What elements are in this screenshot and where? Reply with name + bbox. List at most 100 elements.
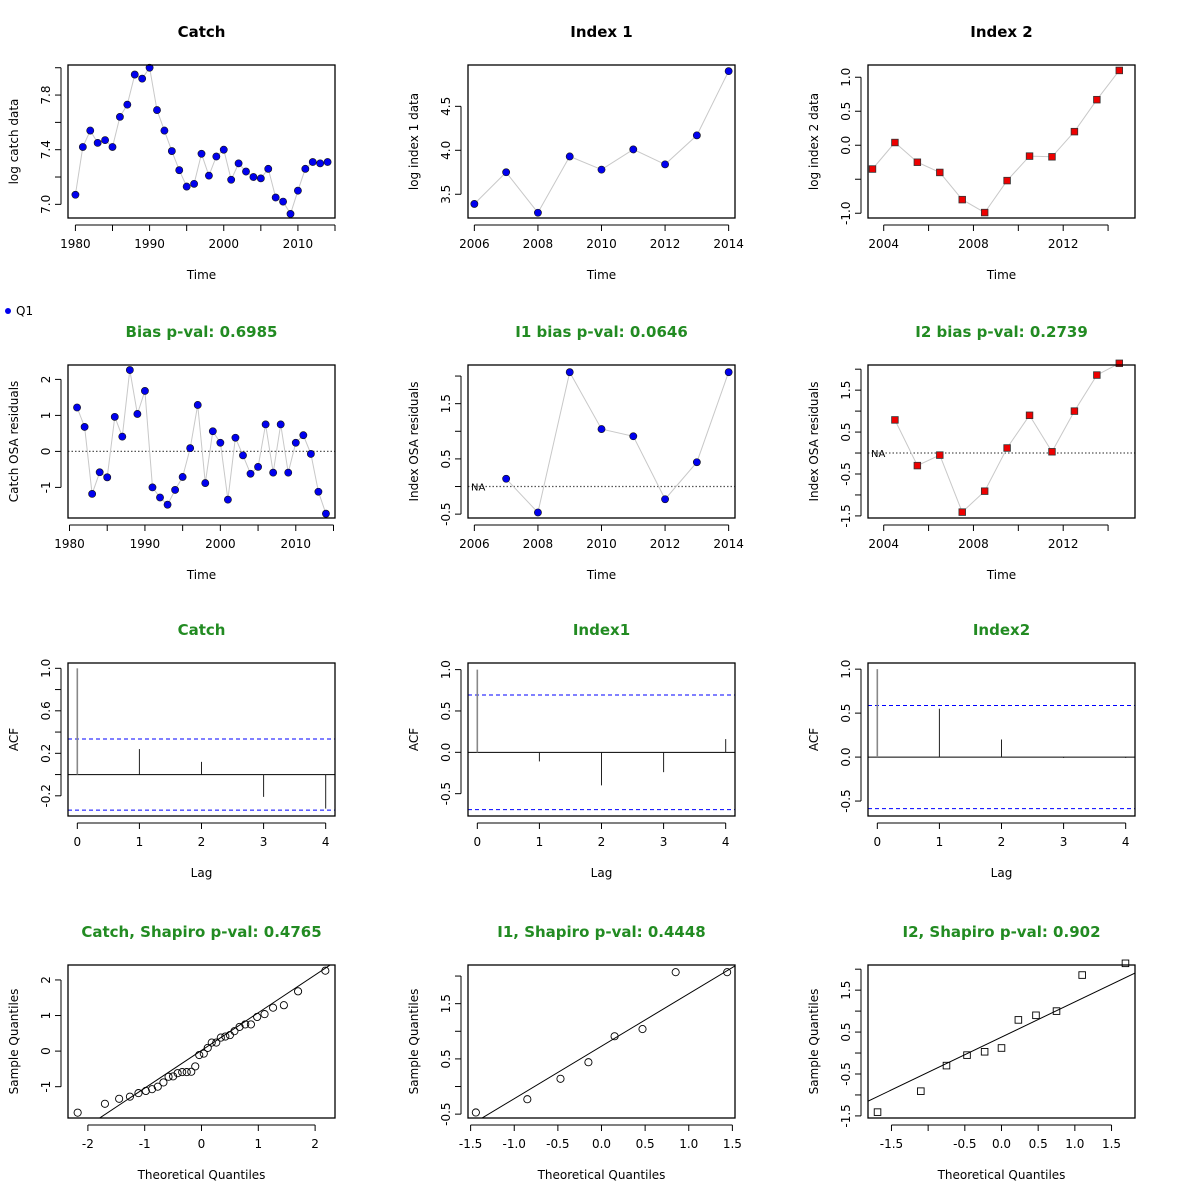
panel-title: Catch	[178, 621, 226, 639]
y-tick-label: -0.5	[839, 462, 853, 485]
qq-reference-line	[481, 965, 735, 1118]
x-axis-label: Lag	[991, 866, 1013, 880]
plot-frame	[67, 364, 336, 519]
x-tick-label: 2	[198, 835, 206, 849]
qq-point	[246, 1020, 255, 1029]
qq-point	[997, 1044, 1006, 1052]
qq-point	[203, 1043, 212, 1052]
data-point	[913, 158, 922, 166]
panel-title: I1, Shapiro p-val: 0.4448	[497, 923, 705, 941]
y-axis: -1.5 -0.5 0.5 1.5 Index OSA residuals	[807, 368, 862, 528]
data-point	[1115, 359, 1123, 368]
panel-catch-qq: Catch, Shapiro p-val: 0.4765 -2 -1 0 1 2 Theor…	[7, 923, 336, 1182]
data-point	[1003, 444, 1011, 452]
data-point	[980, 487, 989, 495]
series-line	[894, 365, 1118, 513]
x-tick-label: 3	[1060, 835, 1068, 849]
y-tick-label: 0.0	[839, 748, 853, 767]
y-tick-label: -1.0	[839, 202, 853, 225]
x-tick-label: 1980	[54, 537, 85, 551]
qq-point	[1121, 959, 1130, 968]
data-point	[264, 164, 273, 173]
y-tick-label: 1.5	[839, 381, 853, 400]
panel-catch-data: Catch 1980 1990 2000 2010 Time 7.0 7.4 7.8 log ca…	[7, 23, 336, 282]
plot-frame	[467, 964, 736, 1119]
x-axis: 0 1 2 3 4 Lag	[73, 822, 330, 880]
x-tick-label: 1.0	[1065, 1137, 1084, 1151]
data-point	[178, 473, 187, 481]
y-axis-label: Sample Quantiles	[807, 989, 821, 1095]
plot-area	[468, 669, 735, 811]
y-axis-label: Catch OSA residuals	[7, 381, 21, 503]
y-axis: -0.5 0.0 0.5 1.0 ACF	[807, 660, 862, 813]
data-point	[1025, 152, 1034, 160]
y-tick-label: 4.0	[439, 141, 453, 160]
panel-title: Index 2	[970, 23, 1033, 41]
x-axis: 0 1 2 3 4 Lag	[873, 822, 1130, 880]
data-point	[148, 483, 157, 492]
x-tick-label: 1990	[134, 237, 165, 251]
data-point	[216, 438, 225, 447]
x-tick-label: 1.5	[1102, 1137, 1121, 1151]
x-tick-label: 1.0	[679, 1137, 698, 1151]
panel-title: I2 bias p-val: 0.2739	[915, 323, 1088, 341]
y-tick-label: 4.5	[439, 97, 453, 116]
panel-index1-data: Index 1 2006 2008 2010 2012 2014 Time 3.5 4.0 4.5…	[407, 23, 744, 282]
qq-point	[1052, 1007, 1061, 1015]
qq-point	[141, 1086, 150, 1096]
x-tick-label: 2008	[958, 237, 989, 251]
qq-point	[917, 1087, 925, 1095]
x-tick-label: 2014	[713, 237, 744, 251]
x-tick-label: 2012	[1048, 237, 1079, 251]
data-point	[190, 179, 198, 188]
x-axis: -2 -1 0 1 2 Theoretical Quantiles	[82, 1124, 319, 1182]
y-axis: -0.5 0.5 1.5 Sample Quantiles	[407, 975, 462, 1126]
y-axis: -1.5 -0.5 0.5 1.5 Sample Quantiles	[807, 968, 862, 1128]
y-axis-label: log index 2 data	[807, 93, 821, 190]
data-point	[249, 173, 258, 181]
y-tick-label: 0.2	[39, 744, 53, 763]
data-point	[936, 451, 944, 459]
qq-point	[1014, 1016, 1023, 1024]
data-point	[108, 143, 117, 151]
qq-point	[235, 1022, 244, 1031]
data-point	[231, 433, 240, 442]
y-tick-label: 0.5	[839, 102, 853, 121]
x-axis-label: Time	[586, 268, 616, 282]
data-point	[1048, 153, 1056, 161]
plot-frame	[467, 662, 736, 817]
series-line	[74, 66, 328, 216]
plot-area	[468, 370, 735, 514]
y-tick-label: -0.2	[39, 784, 53, 807]
data-point	[175, 166, 184, 175]
qq-point	[148, 1085, 157, 1094]
data-point	[306, 450, 315, 458]
data-point	[205, 171, 213, 180]
qq-point	[584, 1058, 593, 1067]
qq-point	[216, 1033, 225, 1042]
data-point	[1048, 448, 1056, 456]
x-axis: -1.5 -0.5 0.0 0.5 1.0 1.5 Theoretical Quantile…	[880, 1124, 1121, 1182]
panel-index1-acf: Index1 0 1 2 3 4 Lag -0.5 0.0 0.5 1.0 ACF	[407, 621, 736, 880]
data-point	[299, 431, 308, 440]
data-point	[163, 500, 172, 509]
x-tick-label: 3	[660, 835, 668, 849]
panel-index2-qq: I2, Shapiro p-val: 0.902 -1.5 -0.5 0.0 0.5 1.…	[807, 923, 1136, 1182]
data-point	[597, 165, 606, 174]
x-tick-label: 1	[936, 835, 944, 849]
qq-point	[134, 1089, 143, 1098]
qq-point	[212, 1038, 221, 1047]
x-axis: 2004 2008 2012 Time	[868, 224, 1109, 282]
x-axis-label: Theoretical Quantiles	[937, 1168, 1066, 1182]
x-tick-label: 0	[73, 835, 81, 849]
legend: Q1	[5, 304, 33, 318]
data-point	[1025, 411, 1034, 420]
x-axis-label: Time	[986, 568, 1016, 582]
x-tick-label: 1	[536, 835, 544, 849]
qq-point	[556, 1074, 565, 1083]
data-point	[308, 158, 317, 166]
data-point	[534, 508, 542, 517]
x-tick-label: 1990	[130, 537, 161, 551]
x-tick-label: 0	[198, 1137, 206, 1151]
